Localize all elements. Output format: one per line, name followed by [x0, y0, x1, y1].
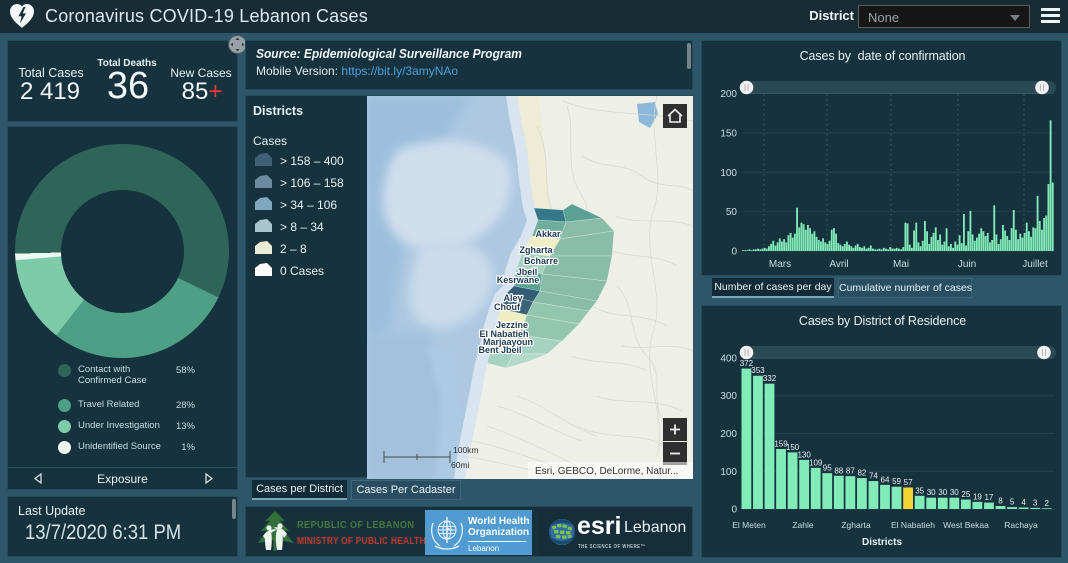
- svg-text:Zgharta: Zgharta: [841, 520, 871, 530]
- svg-text:57: 57: [904, 478, 913, 487]
- svg-text:4: 4: [1021, 498, 1026, 507]
- svg-text:300: 300: [720, 391, 737, 402]
- svg-text:Bent Jbeil: Bent Jbeil: [478, 345, 521, 355]
- svg-text:Marjaayoun: Marjaayoun: [483, 337, 533, 347]
- svg-text:Aley: Aley: [503, 293, 522, 303]
- svg-text:17: 17: [984, 493, 993, 502]
- svg-text:159: 159: [774, 439, 788, 448]
- svg-text:109: 109: [809, 458, 823, 467]
- svg-text:130: 130: [797, 450, 811, 459]
- svg-text:8: 8: [998, 496, 1003, 505]
- svg-text:0: 0: [731, 505, 737, 516]
- svg-text:150: 150: [720, 128, 737, 139]
- svg-text:3: 3: [1033, 498, 1038, 507]
- svg-text:2: 2: [1044, 499, 1049, 508]
- svg-text:Bcharre: Bcharre: [524, 256, 558, 266]
- svg-text:100: 100: [720, 168, 737, 179]
- svg-text:30: 30: [938, 488, 947, 497]
- svg-text:Zgharta: Zgharta: [519, 245, 553, 255]
- svg-text:Juin: Juin: [958, 259, 976, 270]
- svg-text:353: 353: [751, 366, 765, 375]
- svg-text:5: 5: [1010, 498, 1015, 507]
- svg-text:Esri, GEBCO, DeLorme, Natur...: Esri, GEBCO, DeLorme, Natur...: [535, 466, 678, 477]
- svg-text:Chouf: Chouf: [494, 302, 521, 312]
- svg-text:150: 150: [786, 443, 800, 452]
- svg-text:95: 95: [823, 464, 832, 473]
- svg-text:82: 82: [857, 469, 866, 478]
- svg-text:Rachaya: Rachaya: [1004, 520, 1038, 530]
- svg-text:19: 19: [973, 492, 982, 501]
- svg-text:50: 50: [726, 207, 738, 218]
- svg-text:372: 372: [740, 359, 754, 368]
- svg-text:332: 332: [763, 374, 777, 383]
- svg-text:Jezzine: Jezzine: [496, 320, 528, 330]
- svg-text:Juillet: Juillet: [1022, 259, 1048, 270]
- svg-text:West Bekaa: West Bekaa: [943, 520, 989, 530]
- svg-text:El Nabatieh: El Nabatieh: [891, 520, 935, 530]
- svg-text:25: 25: [961, 490, 970, 499]
- svg-text:100: 100: [720, 467, 737, 478]
- svg-text:30: 30: [950, 488, 959, 497]
- svg-text:87: 87: [846, 467, 855, 476]
- svg-text:Zahle: Zahle: [792, 520, 814, 530]
- svg-text:200: 200: [720, 429, 737, 440]
- svg-text:400: 400: [720, 354, 737, 365]
- svg-text:Avril: Avril: [829, 259, 848, 270]
- svg-text:El Meten: El Meten: [732, 520, 766, 530]
- svg-text:60mi: 60mi: [451, 460, 470, 470]
- svg-text:0: 0: [731, 247, 737, 258]
- svg-text:Districts: Districts: [862, 537, 902, 548]
- svg-text:100km: 100km: [453, 445, 479, 455]
- svg-text:200: 200: [720, 89, 737, 100]
- svg-text:Mars: Mars: [769, 259, 791, 270]
- svg-text:88: 88: [834, 466, 843, 475]
- svg-text:El Nabatieh: El Nabatieh: [479, 329, 528, 339]
- svg-text:74: 74: [869, 472, 878, 481]
- svg-text:35: 35: [915, 486, 924, 495]
- svg-text:59: 59: [892, 477, 901, 486]
- svg-text:Jbeil: Jbeil: [517, 267, 538, 277]
- svg-text:Akkar: Akkar: [535, 229, 561, 239]
- svg-text:Mai: Mai: [893, 259, 909, 270]
- svg-text:30: 30: [927, 488, 936, 497]
- svg-text:Kesrwane: Kesrwane: [497, 275, 540, 285]
- svg-text:64: 64: [881, 475, 890, 484]
